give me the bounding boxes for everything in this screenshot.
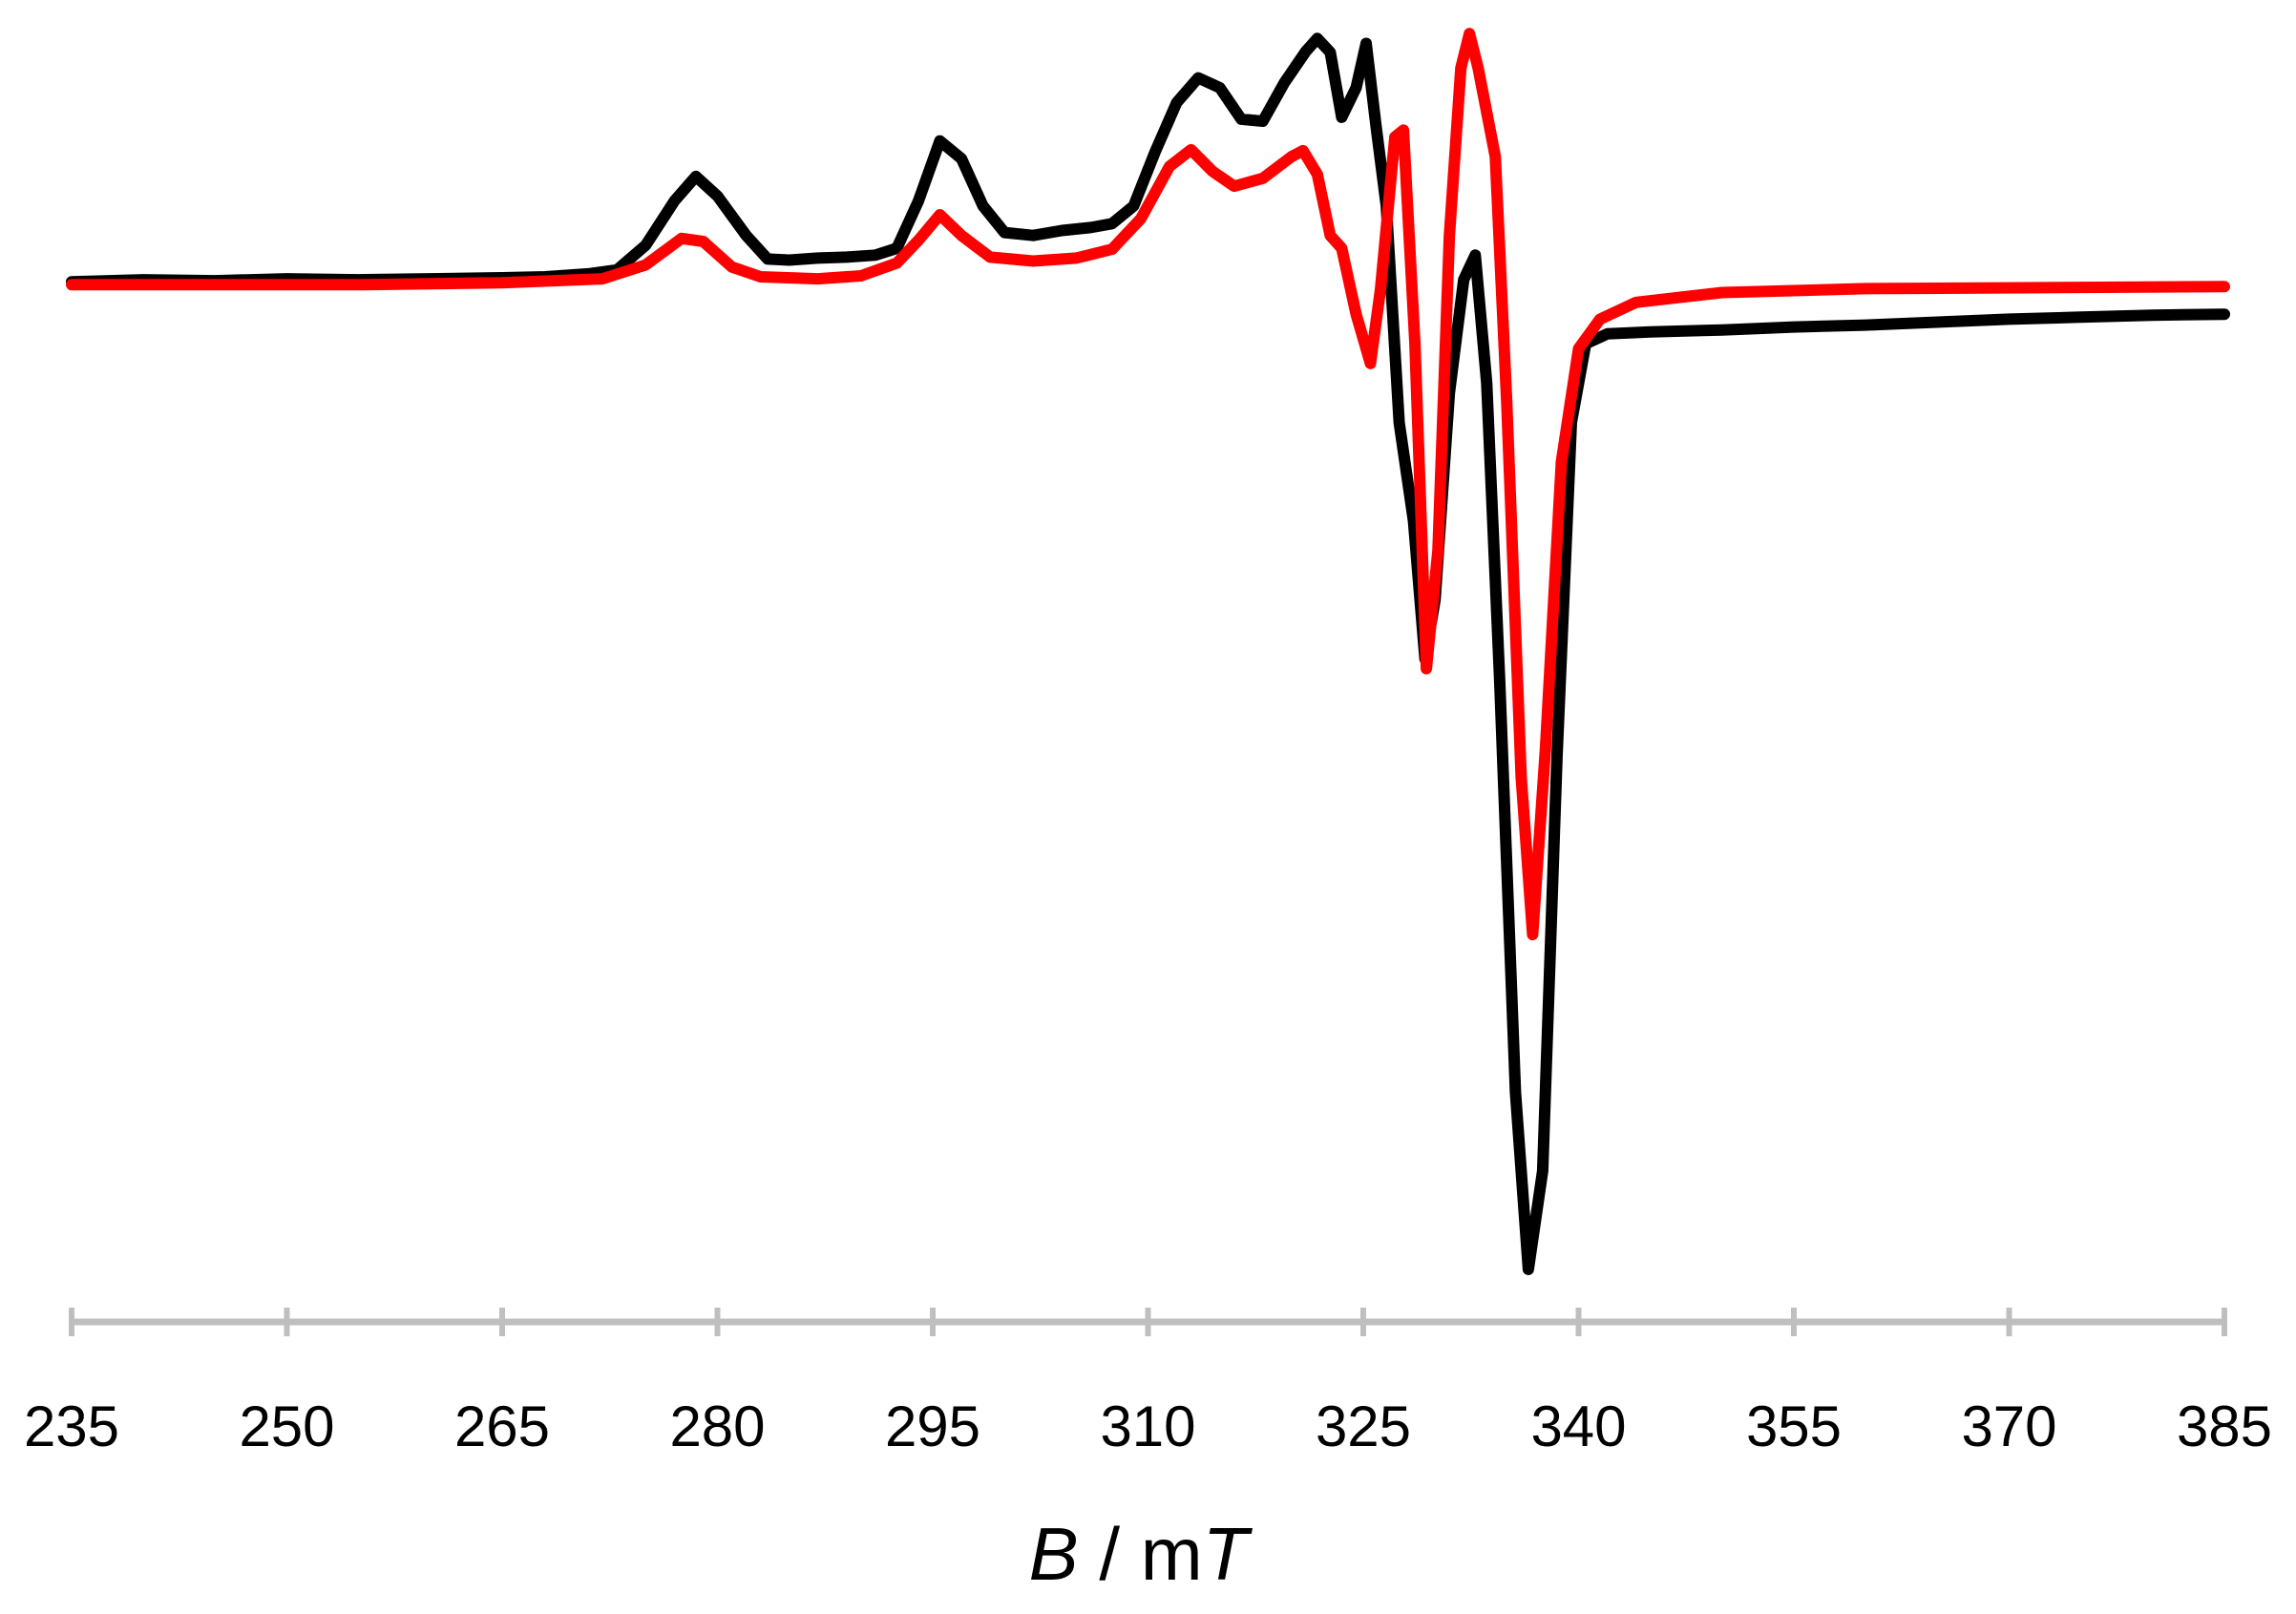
x-tick-label: 355 — [1746, 1394, 1842, 1458]
x-axis: 235 250 265 280 295 310 325 340 355 370 385 — [24, 1308, 2272, 1458]
x-tick-label: 340 — [1530, 1394, 1626, 1458]
x-tick-label: 265 — [454, 1394, 550, 1458]
x-tick-label: 250 — [239, 1394, 334, 1458]
x-tick-label: 325 — [1316, 1394, 1411, 1458]
x-axis-title: B / mT — [1029, 1512, 1253, 1596]
x-tick-label: 385 — [2177, 1394, 2272, 1458]
x-tick-label: 370 — [1961, 1394, 2056, 1458]
x-axis-separator: / — [1079, 1512, 1141, 1596]
x-axis-unit-prefix: m — [1141, 1512, 1203, 1596]
series-line-1 — [66, 32, 2230, 1275]
x-axis-unit-symbol: T — [1203, 1512, 1253, 1596]
x-tick-label: 295 — [885, 1394, 980, 1458]
x-tick-label: 310 — [1100, 1394, 1195, 1458]
x-axis-variable: B — [1029, 1512, 1079, 1596]
series-layer — [66, 28, 2230, 1275]
series-line-2 — [66, 28, 2230, 941]
x-tick-label: 235 — [24, 1394, 119, 1458]
x-tick-label: 280 — [669, 1394, 765, 1458]
